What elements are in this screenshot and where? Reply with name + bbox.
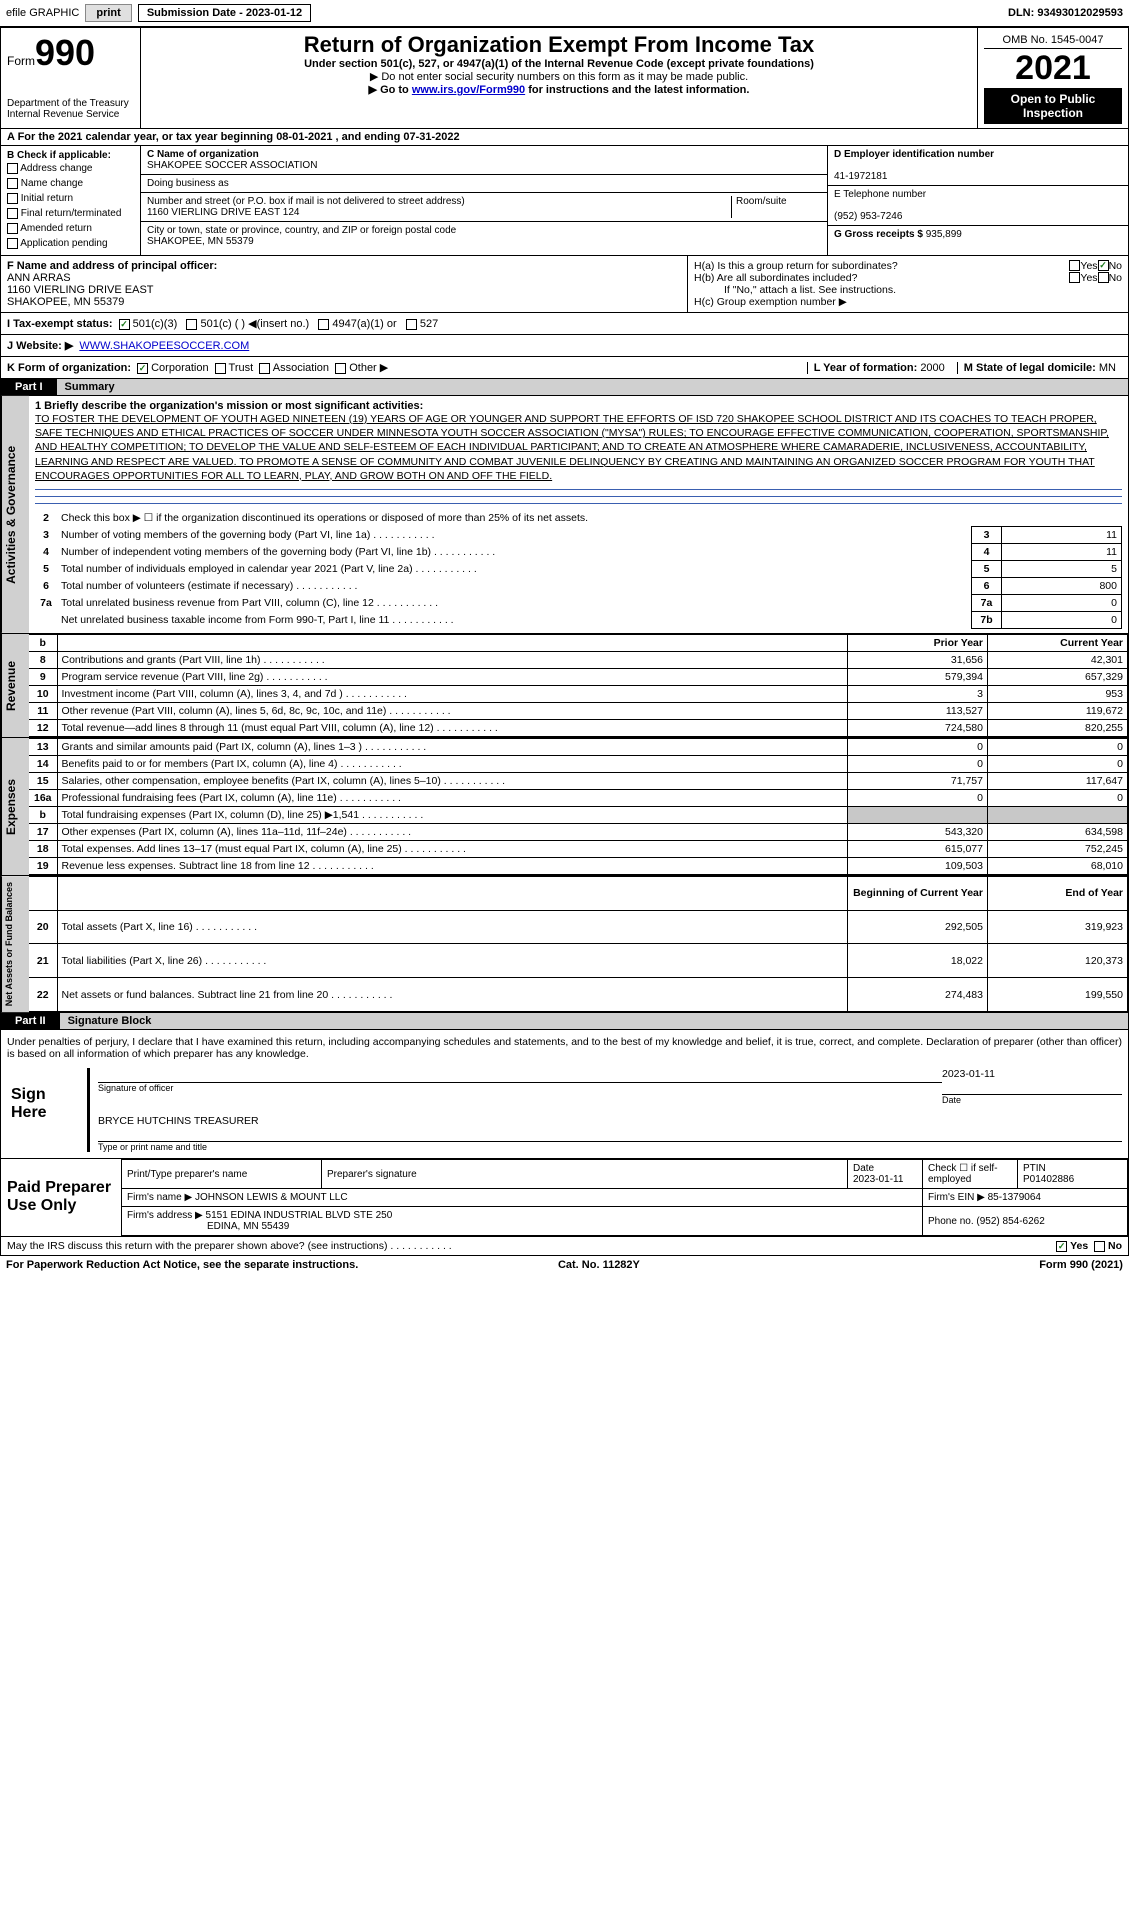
b-item: Address change [7,161,134,176]
mission-text: TO FOSTER THE DEVELOPMENT OF YOUTH AGED … [35,412,1122,483]
subtitle-2: ▶ Do not enter social security numbers o… [147,70,971,83]
b-item: Initial return [7,191,134,206]
omb-number: OMB No. 1545-0047 [984,32,1122,49]
firm-ein: 85-1379064 [988,1192,1041,1203]
print-button[interactable]: print [85,4,131,22]
subtitle-3: ▶ Go to www.irs.gov/Form990 for instruct… [147,83,971,96]
row-klm: K Form of organization: Corporation Trus… [0,357,1129,379]
efile-label: efile GRAPHIC [6,7,79,19]
ha-yes[interactable] [1069,260,1080,271]
officer-name: ANN ARRAS [7,272,681,284]
section-bcdefg: B Check if applicable: Address change Na… [0,146,1129,256]
revenue-table: bPrior YearCurrent Year8Contributions an… [29,634,1128,737]
website-link[interactable]: WWW.SHAKOPEESOCCER.COM [79,340,249,352]
ptin: P01402886 [1023,1174,1074,1185]
subtitle-1: Under section 501(c), 527, or 4947(a)(1)… [147,58,971,70]
b-item: Application pending [7,236,134,251]
top-bar: efile GRAPHIC print Submission Date - 20… [0,0,1129,27]
may-yes[interactable] [1056,1241,1067,1252]
netassets-section: Net Assets or Fund Balances Beginning of… [0,876,1129,1013]
dln: DLN: 93493012029593 [1008,7,1123,19]
phone: (952) 953-7246 [834,211,902,222]
section-fh: F Name and address of principal officer:… [0,256,1129,313]
officer-name-title: BRYCE HUTCHINS TREASURER [98,1115,1122,1127]
may-discuss: May the IRS discuss this return with the… [0,1237,1129,1256]
sig-date: 2023-01-11 [942,1068,1122,1080]
revenue-section: Revenue bPrior YearCurrent Year8Contribu… [0,634,1129,738]
form-title: Return of Organization Exempt From Incom… [147,32,971,58]
domicile: MN [1099,362,1116,374]
part2-header: Part II Signature Block [0,1013,1129,1030]
year-formation: 2000 [920,362,944,374]
org-address: 1160 VIERLING DRIVE EAST 124 [147,207,299,218]
part1-header: Part I Summary [0,379,1129,396]
gross-receipts: 935,899 [926,229,962,240]
ein: 41-1972181 [834,171,887,182]
firm-name: JOHNSON LEWIS & MOUNT LLC [195,1192,348,1203]
b-item: Final return/terminated [7,206,134,221]
paid-preparer: Paid Preparer Use Only Print/Type prepar… [0,1159,1129,1237]
open-public: Open to Public Inspection [984,88,1122,124]
b-item: Amended return [7,221,134,236]
ha-no[interactable] [1098,260,1109,271]
netassets-table: Beginning of Current YearEnd of Year20To… [29,876,1128,1012]
may-no[interactable] [1094,1241,1105,1252]
row-i: I Tax-exempt status: 501(c)(3) 501(c) ( … [0,313,1129,335]
firm-phone: (952) 854-6262 [976,1216,1044,1227]
expenses-section: Expenses 13Grants and similar amounts pa… [0,738,1129,876]
b-checkboxes: Address change Name change Initial retur… [7,161,134,251]
footer: For Paperwork Reduction Act Notice, see … [0,1256,1129,1274]
activities-governance: Activities & Governance 1 Briefly descri… [0,396,1129,634]
b-header: B Check if applicable: [7,150,134,161]
hb-yes[interactable] [1069,272,1080,283]
dept-treasury: Department of the Treasury Internal Reve… [7,98,134,120]
governance-table: 2Check this box ▶ ☐ if the organization … [35,510,1122,629]
org-city: SHAKOPEE, MN 55379 [147,236,254,247]
row-j: J Website: ▶ WWW.SHAKOPEESOCCER.COM [0,335,1129,357]
submission-date: Submission Date - 2023-01-12 [138,4,311,22]
form-number: Form990 [7,32,134,74]
row-a: A For the 2021 calendar year, or tax yea… [0,129,1129,146]
irs-link[interactable]: www.irs.gov/Form990 [412,84,525,96]
tax-year: 2021 [984,49,1122,88]
expenses-table: 13Grants and similar amounts paid (Part … [29,738,1128,875]
form-header: Form990 Department of the Treasury Inter… [0,27,1129,129]
hb-no[interactable] [1098,272,1109,283]
signature-block: Under penalties of perjury, I declare th… [0,1030,1129,1159]
org-name: SHAKOPEE SOCCER ASSOCIATION [147,160,317,171]
b-item: Name change [7,176,134,191]
